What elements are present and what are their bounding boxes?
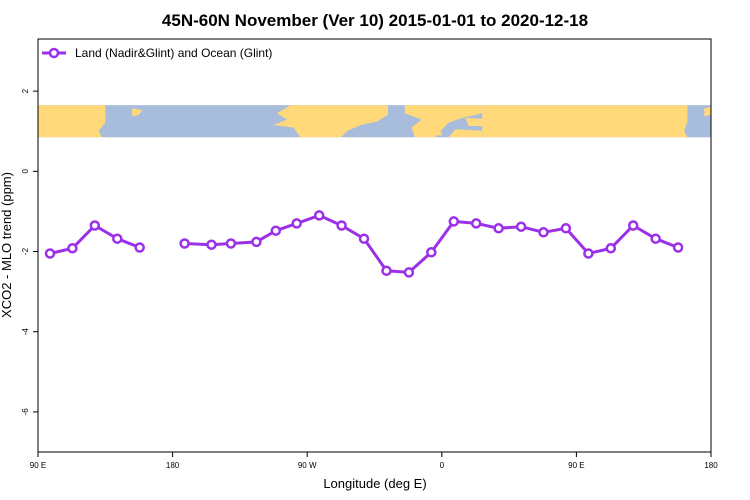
- map-land-shape: [132, 108, 143, 117]
- data-point: [134, 242, 145, 253]
- data-point: [112, 233, 123, 244]
- data-point: [206, 239, 217, 250]
- chart-title: 45N-60N November (Ver 10) 2015-01-01 to …: [162, 11, 588, 30]
- data-point: [493, 223, 504, 234]
- legend-entry: Land (Nadir&Glint) and Ocean (Glint): [75, 46, 272, 60]
- data-point: [560, 223, 572, 234]
- y-tick-label: -2: [21, 247, 30, 255]
- y-tick-label: -4: [21, 328, 30, 336]
- data-point: [403, 267, 415, 278]
- y-tick-label: 2: [21, 88, 30, 93]
- map-land-shape: [448, 129, 483, 138]
- data-point: [313, 210, 325, 221]
- data-point: [583, 248, 594, 259]
- map-land-shape: [704, 106, 711, 117]
- data-point: [291, 218, 302, 229]
- x-tick-label: 90 E: [30, 461, 46, 470]
- data-point: [336, 220, 347, 231]
- data-point: [225, 238, 237, 249]
- data-point: [358, 233, 370, 244]
- y-axis-label: XCO2 - MLO trend (ppm): [0, 172, 14, 318]
- map-band: [38, 105, 711, 138]
- plot-frame: [37, 38, 712, 453]
- map-land-shape: [38, 105, 106, 138]
- x-tick-label: 0: [440, 461, 445, 470]
- data-point: [627, 220, 639, 231]
- legend-marker: [48, 47, 60, 59]
- data-point: [515, 221, 527, 232]
- data-point: [538, 227, 549, 238]
- data-point: [650, 233, 661, 244]
- data-point: [251, 236, 262, 248]
- data-point: [179, 238, 190, 249]
- data-point: [470, 218, 482, 229]
- data-point: [672, 242, 684, 253]
- map-land-shape: [482, 105, 688, 138]
- map-land-shape: [273, 105, 388, 138]
- map-land-shape: [465, 118, 483, 126]
- data-point: [67, 243, 78, 254]
- data-point: [426, 247, 437, 258]
- legend: Land (Nadir&Glint) and Ocean (Glint): [42, 46, 272, 60]
- map-land-shape: [404, 105, 483, 138]
- data-point: [448, 216, 460, 227]
- map-land-shape: [428, 130, 442, 136]
- x-axis: 90 E 180 90 W 0 90 E 180: [30, 452, 718, 470]
- x-tick-label: 180: [166, 461, 180, 470]
- series: [44, 210, 684, 278]
- x-axis-label: Longitude (deg E): [323, 476, 426, 491]
- y-tick-label: 0: [21, 169, 30, 174]
- x-tick-label: 90 W: [298, 461, 317, 470]
- data-point: [605, 243, 617, 254]
- data-point: [44, 248, 56, 259]
- data-point: [270, 225, 282, 236]
- y-axis: 2 0 -2 -4 -6: [21, 88, 38, 415]
- y-tick-label: -6: [21, 408, 30, 416]
- x-tick-label: 180: [704, 461, 718, 470]
- data-point: [89, 220, 101, 231]
- data-point: [381, 265, 392, 277]
- map-land: [38, 105, 711, 138]
- x-tick-label: 90 E: [568, 461, 584, 470]
